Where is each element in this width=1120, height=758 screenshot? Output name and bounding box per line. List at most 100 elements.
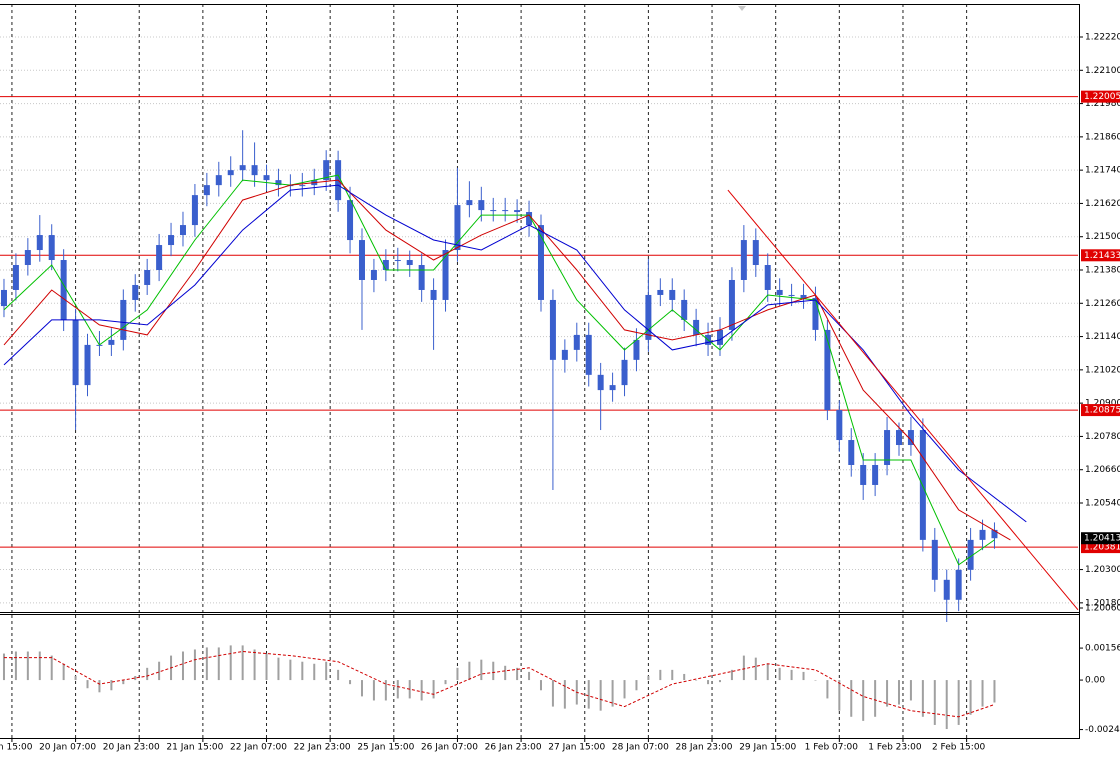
price-label: 1.20413 <box>1084 534 1120 544</box>
candle-body <box>561 349 568 360</box>
candle-body <box>514 210 521 213</box>
histogram-bar <box>241 645 244 681</box>
moving-average <box>3 174 995 566</box>
histogram-bar <box>265 653 268 681</box>
histogram-bar <box>110 680 113 691</box>
histogram-bar <box>384 680 387 701</box>
candle-body <box>382 260 389 270</box>
histogram-bar <box>492 661 495 681</box>
candle-body <box>72 319 79 386</box>
histogram-bar <box>754 657 757 681</box>
price-label-bg <box>1081 532 1120 545</box>
histogram-bar <box>683 673 686 681</box>
candle-body <box>788 294 795 296</box>
y-tick-label: 1.21740 <box>1085 166 1120 176</box>
trend-line <box>727 189 1079 611</box>
histogram-bar <box>647 675 650 681</box>
x-tick-label: 28 Jan 07:00 <box>612 743 669 753</box>
histogram-bar <box>158 661 161 681</box>
candle-body <box>191 195 198 226</box>
histogram-bar <box>587 680 590 709</box>
labels: 1.22220 1.22100 1.21980 1.21860 1.21740 1.216… <box>0 33 1120 753</box>
histogram-bar <box>862 680 865 721</box>
candle-body <box>418 265 425 290</box>
candle-body <box>227 170 234 176</box>
histogram-bar <box>372 680 375 701</box>
y-tick-label: 1.21380 <box>1085 266 1120 276</box>
candle-body <box>919 430 926 540</box>
histogram-bar <box>98 680 101 693</box>
candle-body <box>275 180 282 186</box>
y-tick-label: 1.20780 <box>1085 432 1120 442</box>
candle-body <box>370 270 377 280</box>
candle-body <box>0 289 7 307</box>
histogram-bar <box>981 680 984 707</box>
histogram-bar <box>122 680 125 685</box>
histogram-bar <box>909 680 912 701</box>
candle-body <box>669 289 676 300</box>
candle-body <box>156 245 163 270</box>
histogram-bar <box>957 680 960 725</box>
histogram-bar <box>360 680 363 697</box>
histogram-bar <box>14 651 17 681</box>
candle-body <box>549 299 556 360</box>
histogram-bar <box>599 680 602 711</box>
histogram-bar <box>313 663 316 681</box>
histogram-bar <box>2 653 5 681</box>
y-tick-label: 1.21140 <box>1085 332 1120 342</box>
y-tick-label: -0.002426 <box>1085 725 1120 735</box>
candle-body <box>358 240 365 280</box>
candle-body <box>132 284 139 300</box>
y-tick-label: 1.21860 <box>1085 132 1120 142</box>
candle-body <box>728 279 735 330</box>
y-tick-label: 1.21620 <box>1085 199 1120 209</box>
y-tick-label: 1.20540 <box>1085 498 1120 508</box>
y-tick-label: 1.21980 <box>1085 99 1120 109</box>
marks <box>0 96 1079 730</box>
candle-body <box>657 289 664 295</box>
y-tick-label: 1.20180 <box>1085 598 1120 608</box>
histogram-bar <box>229 645 232 681</box>
moving-average <box>3 184 1027 523</box>
histogram-bar <box>301 661 304 681</box>
candle-body <box>848 440 855 465</box>
x-tick-label: 28 Jan 23:00 <box>676 743 733 753</box>
candle-body <box>120 299 127 340</box>
candle-body <box>48 235 55 261</box>
histogram-bar <box>181 651 184 681</box>
candle-body <box>537 225 544 300</box>
candle-body <box>776 289 783 295</box>
candle-body <box>645 294 652 340</box>
x-tick-label: 19 Jan 15:00 <box>0 743 33 753</box>
x-tick-label: 29 Jan 15:00 <box>739 743 796 753</box>
histogram-bar <box>468 661 471 681</box>
level-label: 1.21433 <box>1084 251 1120 261</box>
histogram-bar <box>611 680 614 707</box>
x-tick-label: 25 Jan 15:00 <box>357 743 414 753</box>
candle-body <box>263 175 270 181</box>
candle-body <box>824 329 831 411</box>
candle-body <box>609 385 616 391</box>
x-tick-label: 22 Jan 07:00 <box>230 743 287 753</box>
histogram-bar <box>456 667 459 681</box>
histogram-bar <box>659 669 662 681</box>
histogram-bar <box>850 680 853 717</box>
candle-body <box>323 160 330 181</box>
y-tick-label: 1.22220 <box>1085 33 1120 43</box>
candle-body <box>84 344 91 386</box>
histogram-bar <box>38 651 41 681</box>
histogram-bar <box>50 655 53 681</box>
histogram-bar <box>62 663 65 681</box>
y-tick-label: 1.20660 <box>1085 465 1120 475</box>
x-tick-label: 2 Feb 15:00 <box>932 743 986 753</box>
level-label: 1.22005 <box>1084 92 1120 102</box>
moving-average <box>3 179 1011 541</box>
histogram-bar <box>969 680 972 715</box>
histogram-bar <box>802 671 805 681</box>
histogram-bar <box>277 657 280 681</box>
histogram-bar <box>886 680 889 707</box>
histogram-bar <box>539 680 542 691</box>
candle-body <box>800 294 807 299</box>
